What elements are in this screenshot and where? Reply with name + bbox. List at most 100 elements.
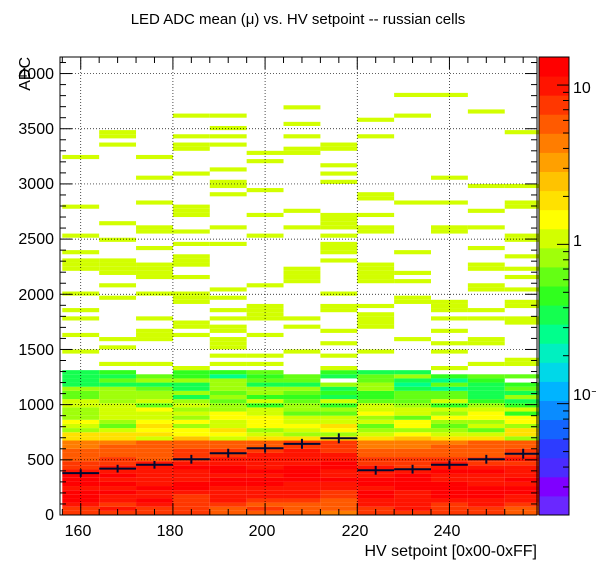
heatmap-cell: [320, 221, 358, 226]
heatmap-cell: [209, 179, 247, 184]
heatmap-cell: [209, 341, 247, 346]
heatmap-cell: [504, 237, 542, 242]
heatmap-cell: [136, 274, 173, 280]
heatmap-cell: [136, 498, 173, 503]
heatmap-cell: [246, 465, 284, 470]
heatmap-cell: [467, 183, 505, 189]
heatmap-cell: [172, 407, 210, 412]
heatmap-cell: [467, 448, 505, 453]
heatmap-cell: [99, 394, 137, 400]
heatmap-cell: [209, 183, 247, 189]
heatmap-cell: [99, 262, 137, 267]
heatmap-cell: [504, 204, 542, 209]
heatmap-cell: [320, 423, 358, 429]
heatmap-cell: [357, 316, 395, 321]
heatmap-cell: [394, 448, 431, 453]
heatmap-cell: [320, 502, 358, 507]
heatmap-cell: [504, 374, 542, 379]
heatmap-cell: [394, 481, 431, 487]
heatmap-cell: [504, 403, 542, 408]
heatmap-cell: [246, 440, 284, 445]
heatmap-cell: [136, 399, 173, 404]
heatmap-cell: [99, 382, 137, 387]
heatmap-cell: [136, 386, 173, 391]
heatmap-cell: [467, 308, 505, 313]
heatmap-cell: [504, 130, 542, 135]
heatmap-cell: [136, 419, 173, 424]
heatmap-cell: [504, 490, 542, 495]
heatmap-cell: [172, 436, 210, 441]
heatmap-cell: [357, 270, 395, 275]
heatmap-cell: [357, 461, 395, 466]
heatmap-cell: [320, 411, 358, 416]
heatmap-cell: [467, 316, 505, 321]
heatmap-cell: [394, 415, 431, 420]
heatmap-cell: [172, 403, 210, 408]
heatmap-cell: [431, 411, 468, 416]
palette-band: [539, 305, 569, 325]
heatmap-cell: [209, 386, 247, 391]
heatmap-cell: [467, 481, 505, 487]
heatmap-cell: [99, 494, 137, 499]
heatmap-cell: [99, 345, 137, 350]
heatmap-cell: [504, 303, 542, 309]
heatmap-cell: [209, 361, 247, 367]
heatmap-cell: [504, 407, 542, 412]
heatmap-cell: [357, 196, 395, 201]
heatmap-cell: [320, 465, 358, 470]
y-tick-label: 4000: [18, 66, 54, 83]
heatmap-cell: [467, 411, 505, 416]
heatmap-cell: [467, 436, 505, 441]
z-tick-label: 1: [573, 233, 582, 250]
heatmap-cell: [357, 349, 395, 354]
heatmap-cell: [209, 382, 247, 387]
heatmap-cell: [136, 382, 173, 387]
heatmap-cell: [357, 312, 395, 317]
heatmap-cell: [209, 473, 247, 478]
heatmap-cell: [136, 436, 173, 441]
heatmap-cell: [246, 188, 284, 193]
heatmap-cell: [394, 92, 431, 98]
heatmap-cell: [283, 469, 321, 474]
heatmap-cell: [172, 324, 210, 329]
heatmap-cell: [99, 390, 137, 395]
heatmap-cell: [394, 440, 431, 445]
heatmap-cell: [99, 142, 137, 147]
heatmap-cell: [172, 299, 210, 304]
heatmap-cell: [320, 490, 358, 495]
heatmap-cell: [467, 386, 505, 391]
heatmap-cell: [172, 142, 210, 147]
heatmap-cell: [136, 411, 173, 416]
heatmap-cell: [99, 399, 137, 404]
heatmap-cell: [504, 200, 542, 205]
palette-band: [539, 247, 569, 268]
heatmap-cell: [283, 490, 321, 495]
heatmap-cell: [209, 407, 247, 412]
heatmap-cell: [320, 461, 358, 466]
heatmap-cell: [467, 502, 505, 507]
heatmap-cell: [504, 233, 542, 238]
heatmap-cell: [431, 473, 468, 478]
heatmap-cell: [283, 465, 321, 470]
heatmap-cell: [246, 159, 284, 164]
heatmap-cell: [209, 498, 247, 503]
heatmap-cell: [246, 411, 284, 416]
heatmap-cell: [283, 423, 321, 429]
heatmap-cell: [99, 337, 137, 342]
palette-band: [539, 95, 569, 115]
heatmap-cell: [394, 498, 431, 503]
heatmap-cell: [62, 407, 100, 412]
heatmap-cell: [172, 370, 210, 375]
heatmap-cell: [283, 382, 321, 387]
heatmap-cell: [172, 440, 210, 445]
heatmap-cell: [357, 378, 395, 383]
heatmap-cell: [136, 337, 173, 342]
heatmap-cell: [357, 386, 395, 391]
heatmap-cell: [136, 440, 173, 445]
heatmap-cell: [431, 444, 468, 449]
heatmap-cell: [62, 399, 100, 404]
heatmap-cell: [136, 486, 173, 491]
heatmap-cell: [62, 378, 100, 383]
heatmap-cell: [62, 332, 100, 338]
heatmap-cell: [209, 469, 247, 474]
